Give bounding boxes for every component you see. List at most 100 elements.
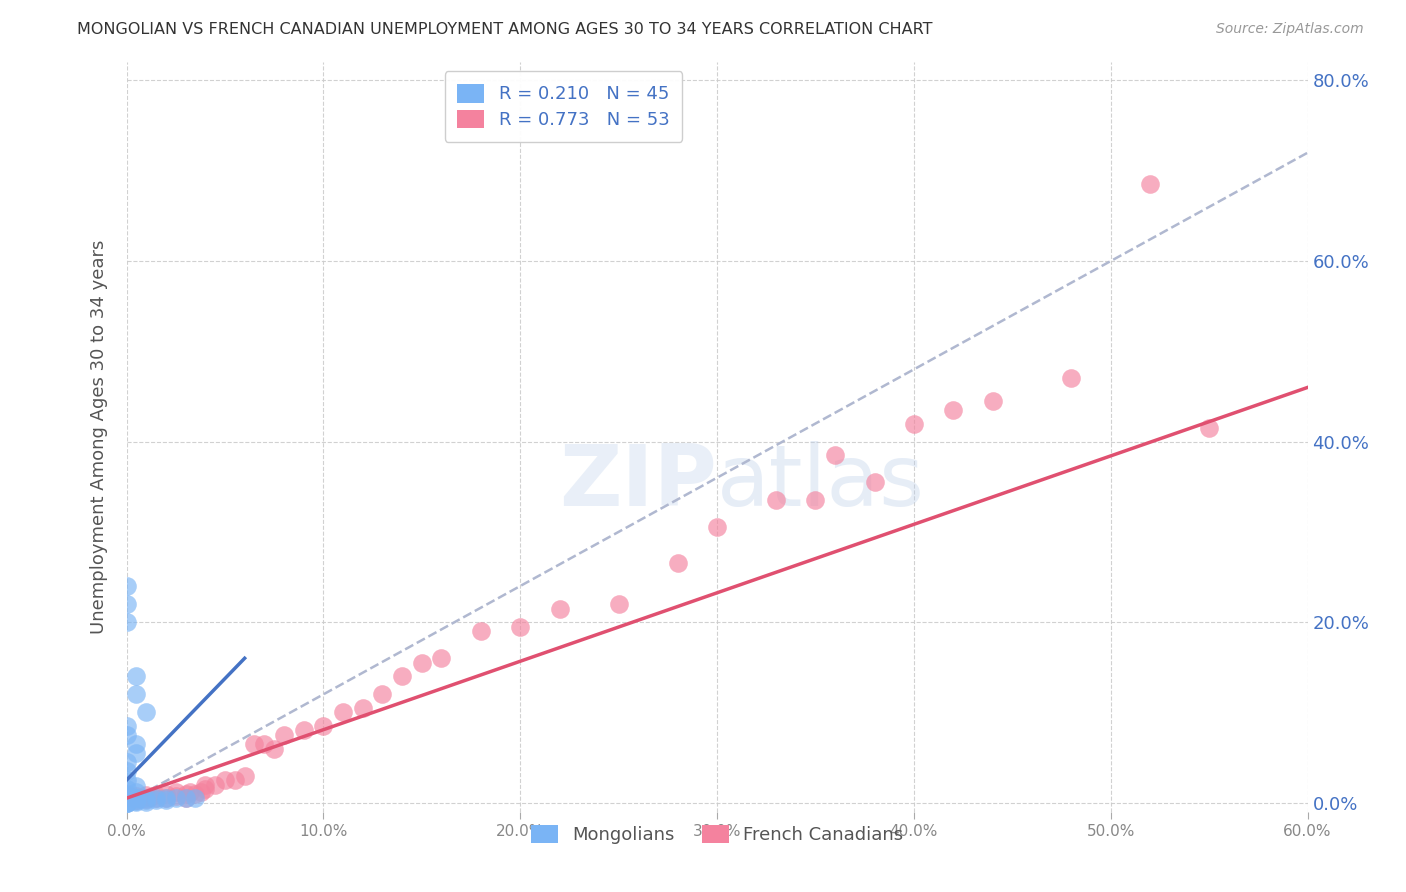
Point [115, 796, 138, 810]
Point [666, 557, 689, 571]
Point [125, 793, 148, 807]
Point [312, 719, 335, 733]
Point [273, 728, 295, 742]
Point [332, 706, 354, 720]
Point [115, 793, 138, 807]
Point [125, 687, 148, 701]
Point [125, 780, 148, 794]
Text: Source: ZipAtlas.com: Source: ZipAtlas.com [1216, 22, 1364, 37]
Point [179, 785, 201, 799]
Point [706, 520, 728, 534]
Legend: Mongolians, French Canadians: Mongolians, French Canadians [520, 814, 914, 855]
Point [115, 796, 138, 810]
Point [125, 793, 148, 807]
Point [125, 785, 148, 799]
Point [391, 669, 413, 683]
Point [1060, 371, 1083, 385]
Point [214, 773, 236, 788]
Text: ZIP: ZIP [560, 441, 717, 524]
Point [145, 791, 167, 805]
Point [155, 791, 177, 805]
Point [115, 796, 138, 810]
Point [115, 791, 138, 805]
Point [470, 624, 492, 639]
Point [125, 669, 148, 683]
Point [243, 737, 266, 751]
Point [145, 793, 167, 807]
Point [371, 687, 394, 701]
Point [115, 597, 138, 611]
Point [135, 706, 157, 720]
Point [125, 794, 148, 808]
Point [174, 791, 197, 805]
Point [190, 785, 212, 799]
Text: MONGOLIAN VS FRENCH CANADIAN UNEMPLOYMENT AMONG AGES 30 TO 34 YEARS CORRELATION : MONGOLIAN VS FRENCH CANADIAN UNEMPLOYMEN… [77, 22, 932, 37]
Point [115, 794, 138, 808]
Point [1198, 421, 1220, 435]
Point [115, 728, 138, 742]
Point [125, 789, 148, 804]
Point [135, 792, 157, 806]
Point [115, 791, 138, 805]
Point [863, 475, 886, 490]
Point [135, 791, 157, 805]
Point [263, 741, 285, 756]
Point [194, 778, 217, 792]
Point [139, 790, 162, 805]
Point [352, 701, 374, 715]
Point [194, 782, 217, 797]
Point [165, 791, 187, 805]
Point [292, 723, 315, 738]
Point [125, 791, 148, 805]
Point [135, 789, 157, 803]
Point [115, 579, 138, 593]
Point [155, 793, 177, 807]
Point [165, 789, 187, 804]
Point [981, 394, 1004, 409]
Point [942, 403, 965, 417]
Point [125, 791, 148, 805]
Point [184, 787, 207, 801]
Point [115, 615, 138, 629]
Point [184, 791, 207, 805]
Point [174, 787, 197, 801]
Point [131, 791, 153, 805]
Point [145, 788, 167, 802]
Point [115, 789, 138, 803]
Y-axis label: Unemployment Among Ages 30 to 34 years: Unemployment Among Ages 30 to 34 years [90, 240, 108, 634]
Point [115, 795, 138, 809]
Point [115, 787, 138, 801]
Point [115, 791, 138, 805]
Point [233, 769, 256, 783]
Point [411, 656, 433, 670]
Point [174, 791, 197, 805]
Point [1139, 178, 1161, 192]
Point [165, 785, 187, 799]
Point [430, 651, 453, 665]
Point [115, 719, 138, 733]
Point [824, 448, 846, 462]
Point [125, 795, 148, 809]
Point [125, 746, 148, 760]
Point [548, 601, 571, 615]
Point [224, 773, 246, 788]
Point [115, 782, 138, 797]
Point [903, 417, 925, 431]
Point [135, 795, 157, 809]
Point [765, 493, 787, 508]
Point [115, 791, 138, 805]
Point [115, 789, 138, 803]
Point [115, 793, 138, 807]
Point [145, 791, 167, 805]
Point [115, 773, 138, 788]
Text: atlas: atlas [717, 441, 925, 524]
Point [115, 794, 138, 808]
Point [135, 793, 157, 807]
Point [115, 755, 138, 769]
Point [115, 791, 138, 805]
Point [204, 778, 226, 792]
Point [115, 764, 138, 778]
Point [253, 737, 276, 751]
Point [125, 737, 148, 751]
Point [804, 493, 827, 508]
